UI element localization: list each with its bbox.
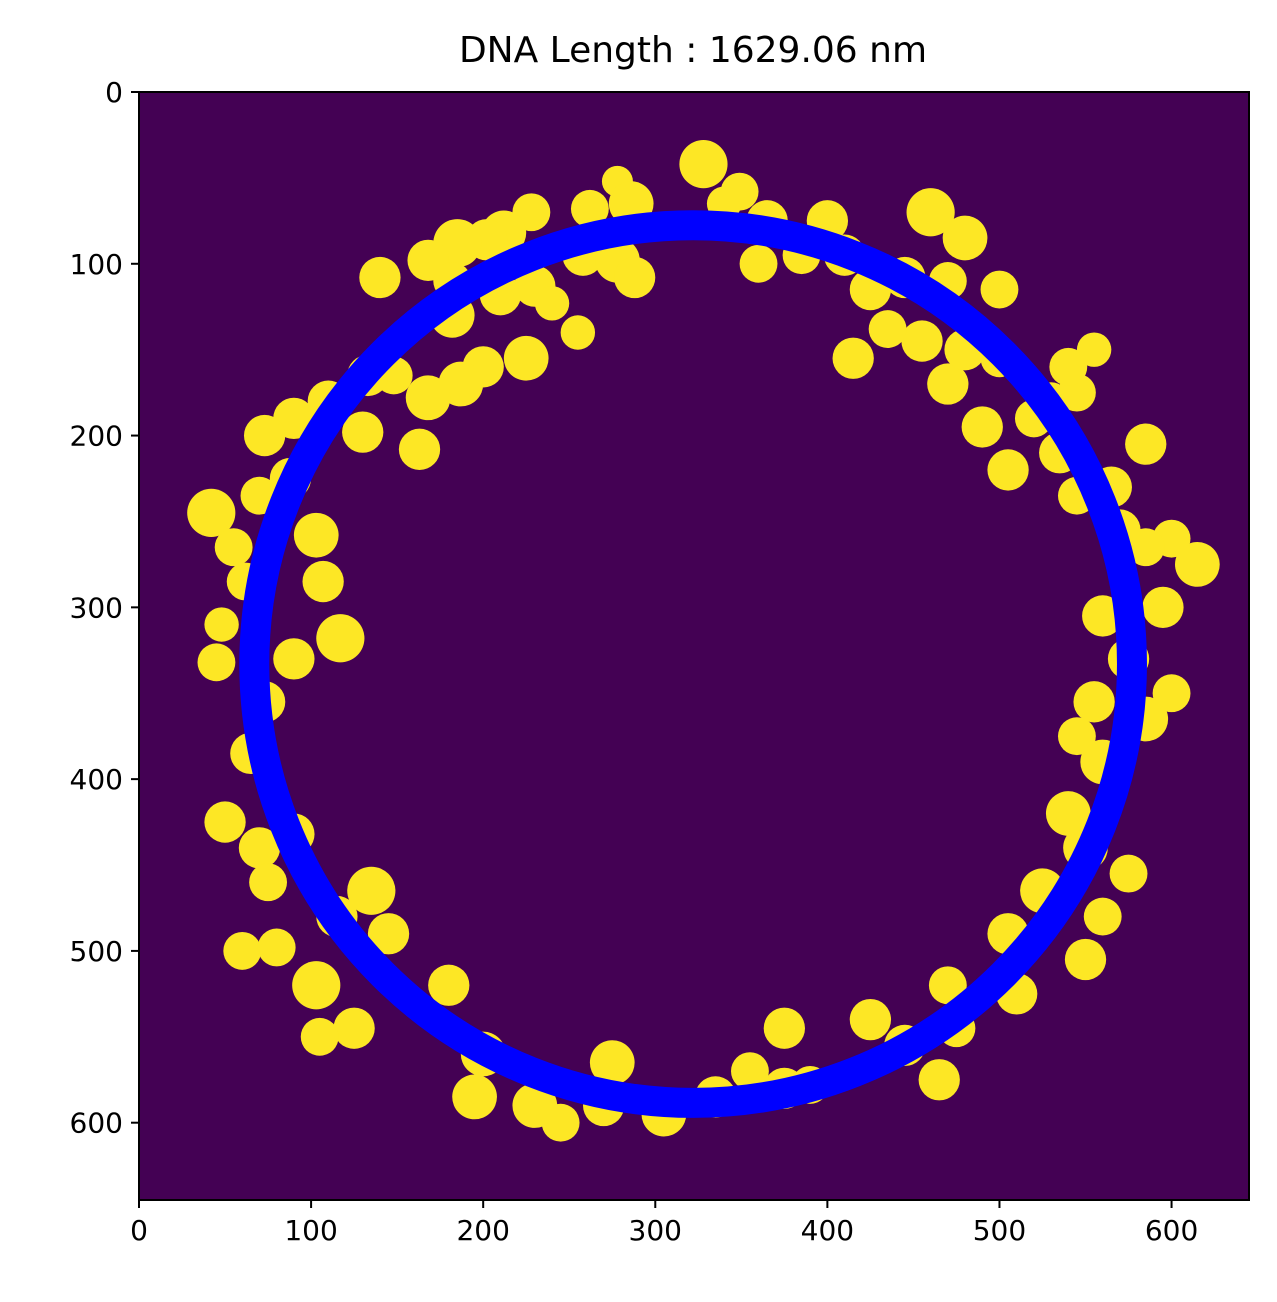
mask-blob xyxy=(293,512,339,558)
mask-blob xyxy=(1057,717,1096,756)
mask-blob xyxy=(832,337,874,379)
mask-blob xyxy=(739,244,778,283)
mask-blob xyxy=(613,256,656,299)
mask-blob xyxy=(503,335,549,381)
x-tick-label: 100 xyxy=(284,1214,337,1247)
mask-blob xyxy=(679,140,728,189)
mask-blob xyxy=(238,827,281,869)
y-tick-label: 200 xyxy=(70,420,123,453)
mask-blob xyxy=(1142,586,1184,628)
mask-blob xyxy=(428,964,470,1006)
mask-blob xyxy=(204,607,239,642)
mask-blob xyxy=(1045,791,1091,836)
mask-blob xyxy=(273,638,315,680)
mask-blob xyxy=(342,411,384,453)
mask-blob xyxy=(849,998,892,1041)
mask-blob xyxy=(570,189,609,228)
mask-blob xyxy=(292,961,341,1010)
plot-frame xyxy=(138,91,1250,1201)
mask-blob xyxy=(333,1007,375,1049)
x-tick-label: 500 xyxy=(973,1214,1026,1247)
mask-blob xyxy=(534,286,570,321)
mask-blob xyxy=(1175,542,1220,587)
mask-blob xyxy=(942,215,988,261)
x-tick-label: 0 xyxy=(130,1214,148,1247)
mask-blob xyxy=(1109,854,1148,893)
mask-blob xyxy=(918,1059,960,1101)
x-tick-label: 600 xyxy=(1145,1214,1198,1247)
mask-blob xyxy=(763,1007,805,1049)
mask-blob xyxy=(197,643,236,682)
mask-blob xyxy=(541,1103,580,1142)
mask-blob xyxy=(347,866,396,915)
mask-blob xyxy=(1076,332,1112,367)
mask-blob xyxy=(302,560,344,603)
mask-blob xyxy=(1049,347,1088,386)
mask-blob xyxy=(204,801,246,843)
mask-blob xyxy=(249,863,287,902)
mask-blob xyxy=(980,270,1019,309)
chart-title: DNA Length : 1629.06 nm xyxy=(459,30,927,71)
mask-blob xyxy=(961,406,1003,448)
mask-blob xyxy=(589,1040,635,1085)
y-tick-label: 300 xyxy=(70,591,123,624)
fitted-circle xyxy=(239,210,1147,1118)
mask-blob xyxy=(868,310,907,348)
mask-blob xyxy=(901,320,943,362)
mask-blob xyxy=(906,188,955,237)
mask-blob xyxy=(359,256,401,299)
y-tick-label: 400 xyxy=(70,763,123,796)
mask-blob xyxy=(1064,938,1107,981)
mask-blob xyxy=(398,428,441,470)
mask-blob xyxy=(1125,423,1167,465)
mask-blob xyxy=(300,1017,339,1056)
mask-blob xyxy=(243,414,286,457)
mask-blob xyxy=(214,528,253,567)
mask-blob xyxy=(367,913,410,955)
mask-blob xyxy=(928,966,967,1005)
mask-blob xyxy=(452,1074,497,1120)
mask-blob xyxy=(187,488,236,537)
mask-blob xyxy=(316,614,365,663)
mask-blob xyxy=(1083,897,1122,936)
mask-blob xyxy=(1152,674,1191,713)
mask-blob xyxy=(560,315,596,350)
mask-blob xyxy=(731,1052,769,1091)
mask-blob xyxy=(987,449,1029,491)
mask-blob xyxy=(927,363,969,405)
y-axis: 0 100 200 300 400 500 600 xyxy=(70,76,139,1140)
y-tick-label: 500 xyxy=(70,935,123,968)
y-tick-label: 100 xyxy=(70,248,123,281)
x-tick-label: 400 xyxy=(801,1214,854,1247)
plot-area xyxy=(138,91,1250,1201)
x-axis: 0 100 200 300 400 500 600 xyxy=(130,1200,1198,1247)
mask-blob xyxy=(405,375,451,421)
x-tick-label: 300 xyxy=(629,1214,682,1247)
y-tick-label: 0 xyxy=(105,76,123,109)
y-tick-label: 600 xyxy=(70,1107,123,1140)
mask-blob xyxy=(257,928,296,967)
x-tick-label: 200 xyxy=(456,1214,509,1247)
mask-blob xyxy=(223,931,262,970)
mask-blob xyxy=(1073,681,1115,723)
